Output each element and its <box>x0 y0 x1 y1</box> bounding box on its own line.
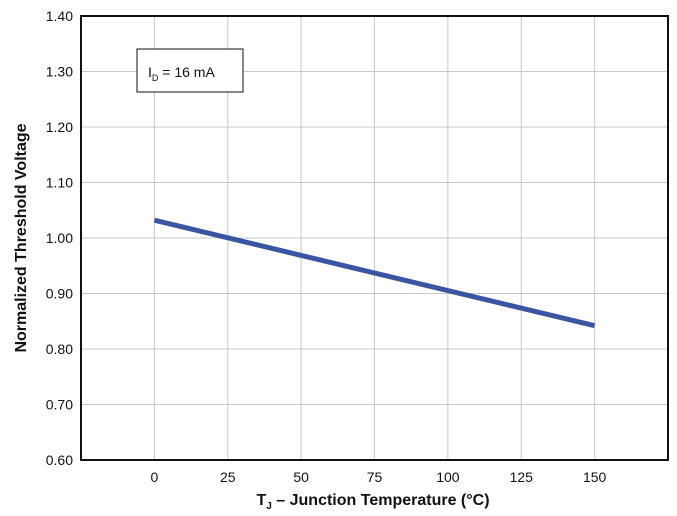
x-tick-label: 0 <box>150 469 158 485</box>
x-tick-label: 50 <box>293 469 309 485</box>
x-tick-labels: 0 25 50 75 100 125 150 <box>150 469 606 485</box>
y-axis-title: Normalized Threshold Voltage <box>13 123 30 352</box>
grid-lines <box>81 15 668 461</box>
y-tick-label: 0.90 <box>46 286 73 302</box>
y-tick-label: 0.80 <box>46 341 73 357</box>
x-tick-label: 25 <box>220 469 236 485</box>
annotation-box: ID = 16 mA <box>136 48 244 93</box>
x-tick-label: 75 <box>367 469 383 485</box>
y-tick-label: 0.70 <box>46 397 73 413</box>
series-layer <box>153 217 596 329</box>
y-tick-labels: 0.60 0.70 0.80 0.90 1.00 1.10 1.20 1.30 1.40 <box>46 8 73 468</box>
series-line <box>153 217 596 329</box>
plot-frame <box>80 15 669 461</box>
x-tick-label: 100 <box>436 469 460 485</box>
annotation-text: ID = 16 mA <box>148 64 215 83</box>
x-axis-title: TJ – Junction Temperature (°C) <box>256 492 489 512</box>
y-tick-label: 1.00 <box>46 230 73 246</box>
x-tick-label: 150 <box>583 469 607 485</box>
y-tick-label: 1.40 <box>46 8 73 24</box>
y-tick-label: 0.60 <box>46 452 73 468</box>
x-tick-label: 125 <box>510 469 534 485</box>
y-tick-label: 1.20 <box>46 119 73 135</box>
y-tick-label: 1.10 <box>46 175 73 191</box>
y-tick-label: 1.30 <box>46 64 73 80</box>
